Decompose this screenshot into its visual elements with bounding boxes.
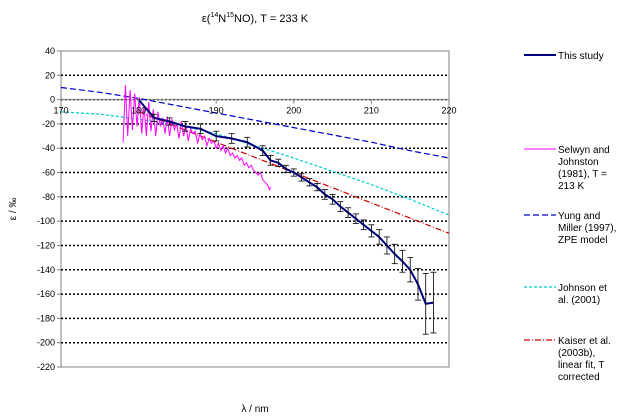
series-line-1 bbox=[122, 84, 271, 191]
x-tick-label: 220 bbox=[441, 106, 456, 116]
legend-label: (1981), T = bbox=[558, 169, 607, 180]
y-tick-label: -80 bbox=[42, 192, 55, 202]
legend-label: Johnson et bbox=[558, 283, 607, 294]
legend-label: Kaiser et al. bbox=[558, 336, 611, 347]
legend-label: Selwyn and bbox=[558, 145, 610, 156]
legend-label: 213 K bbox=[558, 181, 584, 192]
y-tick-label: -40 bbox=[42, 143, 55, 153]
legend-label: Yung and bbox=[558, 211, 600, 222]
y-tick-label: -20 bbox=[42, 119, 55, 129]
y-tick-label: -180 bbox=[37, 313, 55, 323]
legend-label: al. (2001) bbox=[558, 295, 600, 306]
legend-label: (2003b), bbox=[558, 348, 595, 359]
x-tick-label: 190 bbox=[209, 106, 224, 116]
y-tick-label: -60 bbox=[42, 168, 55, 178]
legend-label: ZPE model bbox=[558, 235, 607, 246]
tick-labels: 40200-20-40-60-80-100-120-140-160-180-20… bbox=[37, 46, 457, 372]
y-tick-label: -220 bbox=[37, 362, 55, 372]
x-axis-label: λ / nm bbox=[241, 404, 268, 415]
series-group bbox=[60, 84, 450, 335]
chart-title: ε(14N15NO), T = 233 K bbox=[202, 12, 309, 25]
y-tick-label: 20 bbox=[45, 70, 55, 80]
legend-label: Miller (1997), bbox=[558, 223, 616, 234]
y-tick-label: -200 bbox=[37, 338, 55, 348]
legend-label: Johnston bbox=[558, 157, 599, 168]
x-tick-label: 170 bbox=[53, 106, 68, 116]
x-tick-label: 210 bbox=[364, 106, 379, 116]
y-axis-label: ε / ‰ bbox=[8, 198, 19, 221]
y-tick-label: -160 bbox=[37, 289, 55, 299]
y-tick-label: -120 bbox=[37, 240, 55, 250]
legend-label: corrected bbox=[558, 372, 600, 383]
y-tick-label: 40 bbox=[45, 46, 55, 56]
legend-label: linear fit, T bbox=[558, 360, 605, 371]
plot-area bbox=[60, 50, 450, 368]
x-tick-label: 180 bbox=[131, 106, 146, 116]
y-tick-label: -140 bbox=[37, 265, 55, 275]
legend-label: This study bbox=[558, 51, 604, 62]
y-tick-label: -100 bbox=[37, 216, 55, 226]
x-tick-label: 200 bbox=[286, 106, 301, 116]
y-tick-label: 0 bbox=[50, 95, 55, 105]
